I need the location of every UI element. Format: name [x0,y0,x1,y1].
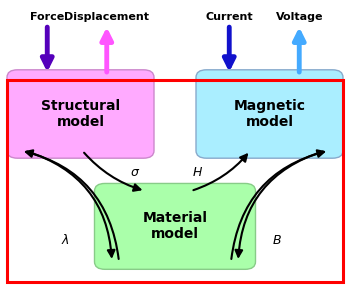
Text: Current: Current [205,12,253,22]
Text: Force: Force [30,12,64,22]
Text: H: H [193,166,202,179]
FancyBboxPatch shape [196,70,343,158]
Text: Displacement: Displacement [64,12,149,22]
Text: Structural
model: Structural model [41,99,120,129]
Text: Voltage: Voltage [275,12,323,22]
Text: Magnetic
model: Magnetic model [233,99,306,129]
FancyBboxPatch shape [7,70,154,158]
FancyBboxPatch shape [94,183,256,269]
Text: σ: σ [131,166,139,179]
Text: λ: λ [61,234,69,247]
Text: B: B [272,234,281,247]
Text: Material
model: Material model [142,211,208,241]
